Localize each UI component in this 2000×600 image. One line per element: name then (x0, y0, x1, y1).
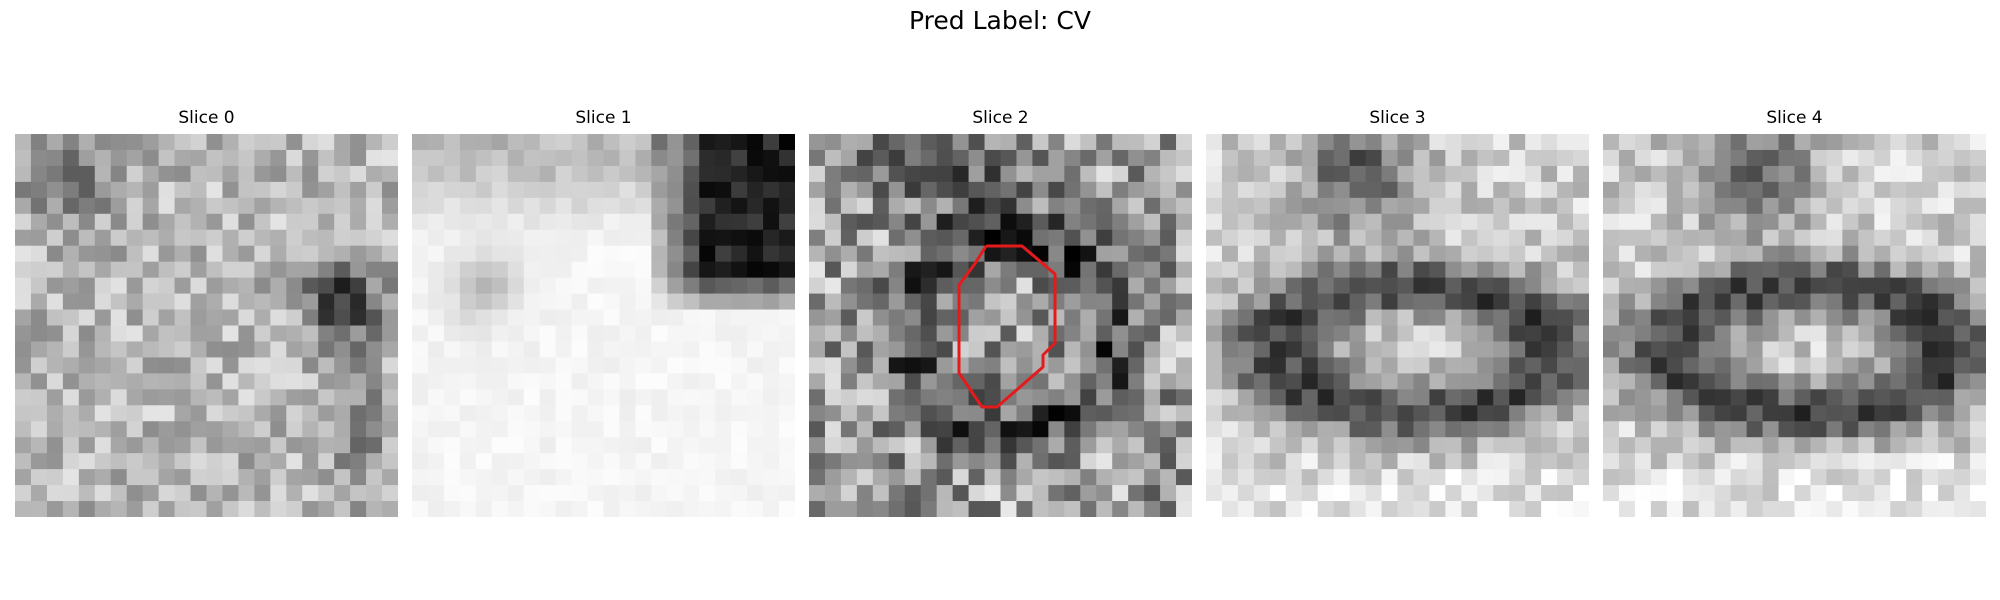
slice-image (809, 134, 1192, 517)
slice-panel-0: Slice 0 (15, 106, 398, 517)
roi-contour (957, 244, 1057, 409)
slice-image (412, 134, 795, 517)
slice-panel-1: Slice 1 (412, 106, 795, 517)
figure-title: Pred Label: CV (909, 6, 1091, 35)
slice-image (15, 134, 398, 517)
slice-image (1206, 134, 1589, 517)
slice-title: Slice 4 (1766, 108, 1823, 128)
slice-panel-4: Slice 4 (1603, 106, 1986, 517)
slice-title: Slice 0 (178, 108, 235, 128)
slice-panel-3: Slice 3 (1206, 106, 1589, 517)
slice-panel-2: Slice 2 (809, 106, 1192, 517)
slice-image (1603, 134, 1986, 517)
slice-title: Slice 1 (575, 108, 632, 128)
slice-title: Slice 2 (972, 108, 1029, 128)
slice-title: Slice 3 (1369, 108, 1426, 128)
